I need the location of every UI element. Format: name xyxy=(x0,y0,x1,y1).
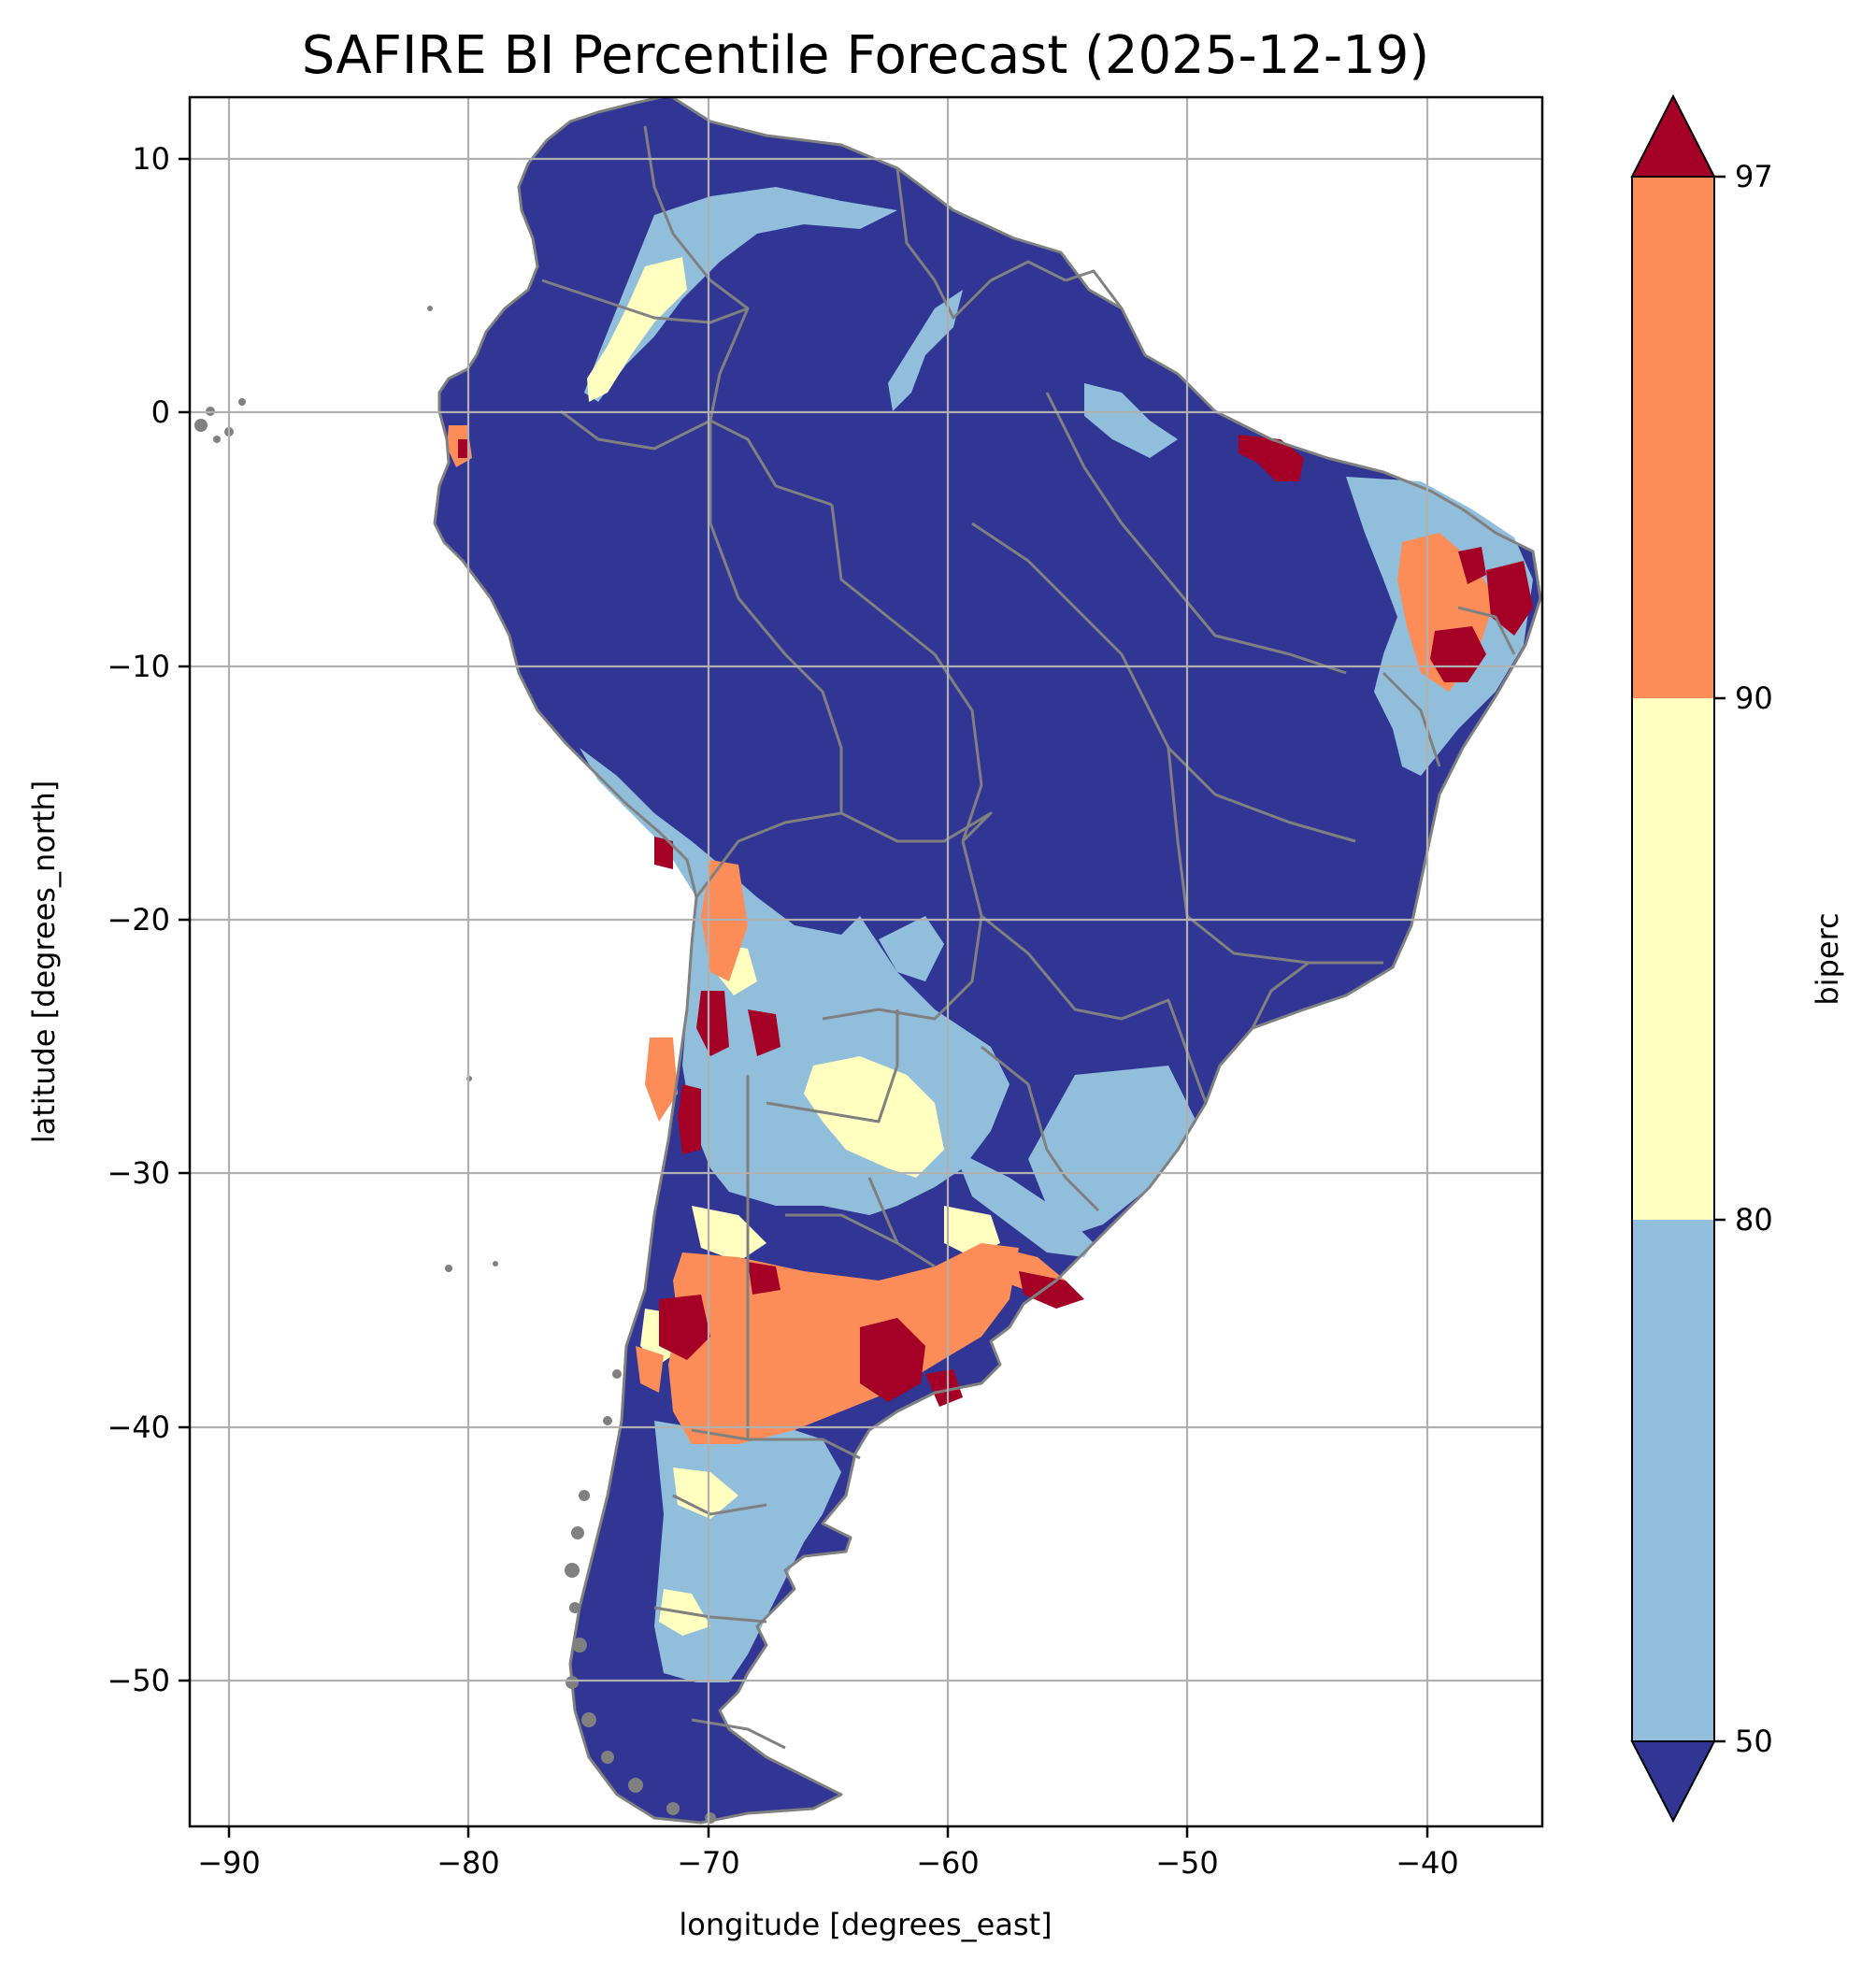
y-tick-label: −20 xyxy=(107,902,170,937)
axes-frame xyxy=(188,95,1544,1828)
colorbar-tick-label: 90 xyxy=(1735,680,1773,716)
colorbar-extend-top xyxy=(1630,93,1716,178)
x-tick-label: −50 xyxy=(1155,1845,1219,1881)
y-tick-label: 0 xyxy=(151,394,170,430)
y-tick-label: −40 xyxy=(107,1410,170,1445)
x-axis: −90 −80 −70 −60 −50 −40 longitude [degre… xyxy=(197,1826,1459,1942)
x-tick-label: −90 xyxy=(197,1845,261,1881)
colorbar-tick-label: 80 xyxy=(1735,1202,1773,1238)
map-plot-area xyxy=(190,97,1542,1826)
colorbar: 97 90 80 50 biperc xyxy=(1630,93,1845,1824)
colorbar-extend-bottom xyxy=(1630,1740,1716,1824)
colorbar-tick-label: 97 xyxy=(1735,159,1773,194)
southern-coast-islands xyxy=(565,1369,716,1824)
colorbar-band-80-90 xyxy=(1632,698,1714,1220)
y-tick-label: −30 xyxy=(107,1155,170,1191)
y-tick-label: −50 xyxy=(107,1663,170,1698)
coastline-borders xyxy=(433,97,1542,1825)
y-tick-label: −10 xyxy=(107,649,170,684)
colorbar-label: biperc xyxy=(1810,912,1845,1005)
y-axis-label: latitude [degrees_north] xyxy=(26,780,62,1144)
chart-title: SAFIRE BI Percentile Forecast (2025-12-1… xyxy=(302,25,1429,86)
x-tick-label: −40 xyxy=(1396,1845,1459,1881)
x-axis-label: longitude [degrees_east] xyxy=(679,1907,1052,1942)
x-tick-label: −60 xyxy=(916,1845,980,1881)
class-above-97-patches xyxy=(458,435,1533,1407)
y-tick-label: 10 xyxy=(132,141,170,177)
grid-lines xyxy=(190,97,1542,1826)
colorbar-frame xyxy=(1631,176,1715,1742)
x-tick-label: −80 xyxy=(437,1845,500,1881)
colorbar-band-90-97 xyxy=(1632,177,1714,698)
y-axis: 10 0 −10 −20 −30 −40 −50 latitude [degre… xyxy=(26,141,190,1698)
x-tick-label: −70 xyxy=(677,1845,740,1881)
colorbar-tick-label: 50 xyxy=(1735,1724,1773,1759)
colorbar-band-50-80 xyxy=(1632,1220,1714,1741)
